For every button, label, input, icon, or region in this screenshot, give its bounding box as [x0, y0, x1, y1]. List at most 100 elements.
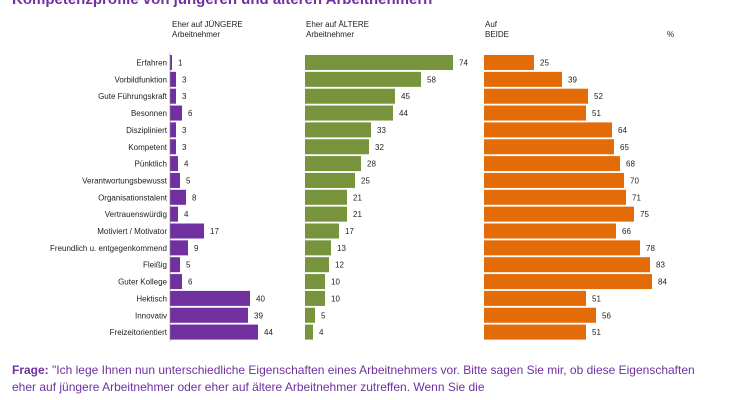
bar-series2-hektisch	[305, 290, 325, 306]
value-label-series2-hektisch: 10	[331, 294, 340, 303]
value-label-series3-diszipliniert: 64	[618, 126, 627, 135]
category-label-besonnen: Besonnen	[131, 109, 167, 118]
category-label-verantwortungsbewusst: Verantwortungsbewusst	[82, 176, 168, 185]
value-label-series1-pünktlich: 4	[184, 160, 189, 169]
bar-series2-fleißig	[305, 257, 329, 273]
bar-series1-pünktlich	[170, 156, 178, 172]
header-both: Auf BEIDE	[485, 20, 510, 39]
bar-series3-freundlich-u-entgegenkommend	[484, 240, 640, 256]
category-label-guter-kollege: Guter Kollege	[118, 278, 167, 287]
value-label-series1-verantwortungsbewusst: 5	[186, 176, 191, 185]
bar-series1-erfahren	[170, 55, 172, 70]
bar-series1-organisationstalent	[170, 189, 186, 205]
category-label-organisationstalent: Organisationstalent	[98, 193, 168, 202]
value-label-series1-diszipliniert: 3	[182, 126, 187, 135]
value-label-series2-innovativ: 5	[321, 311, 326, 320]
value-label-series3-hektisch: 51	[592, 294, 601, 303]
category-label-erfahren: Erfahren	[136, 59, 167, 68]
footer-label: Frage:	[12, 363, 49, 377]
value-label-series1-motiviert-motivator: 17	[210, 227, 219, 236]
bar-series2-freundlich-u-entgegenkommend	[305, 240, 331, 256]
value-label-series3-organisationstalent: 71	[632, 193, 641, 202]
header-older: Eher auf ÄLTERE Arbeitnehmer	[306, 20, 369, 39]
bar-series3-organisationstalent	[484, 189, 626, 205]
value-label-series2-besonnen: 44	[399, 109, 408, 118]
value-label-series2-diszipliniert: 33	[377, 126, 386, 135]
value-label-series2-verantwortungsbewusst: 25	[361, 176, 370, 185]
bar-series1-vertrauenswürdig	[170, 206, 178, 222]
value-label-series3-freundlich-u-entgegenkommend: 78	[646, 244, 655, 253]
bar-series3-kompetent	[484, 139, 614, 155]
bar-series1-besonnen	[170, 105, 182, 121]
value-label-series3-freizeitorientiert: 51	[592, 328, 601, 337]
category-label-vertrauenswürdig: Vertrauenswürdig	[105, 210, 167, 219]
bar-series2-diszipliniert	[305, 122, 371, 138]
category-label-kompetent: Kompetent	[128, 143, 167, 152]
category-label-freizeitorientiert: Freizeitorientiert	[110, 328, 168, 337]
category-label-diszipliniert: Diszipliniert	[126, 126, 168, 135]
value-label-series2-vorbildfunktion: 58	[427, 75, 436, 84]
value-label-series1-erfahren: 1	[178, 59, 183, 68]
bar-series1-freizeitorientiert	[170, 324, 258, 340]
value-label-series2-freundlich-u-entgegenkommend: 13	[337, 244, 346, 253]
bar-series2-besonnen	[305, 105, 393, 121]
question-footer: Frage: "Ich lege Ihnen nun unterschiedli…	[12, 362, 712, 396]
category-label-gute-führungskraft: Gute Führungskraft	[98, 92, 168, 101]
bar-series2-pünktlich	[305, 156, 361, 172]
value-label-series2-kompetent: 32	[375, 143, 384, 152]
value-label-series2-gute-führungskraft: 45	[401, 92, 410, 101]
category-label-innovativ: Innovativ	[135, 311, 167, 320]
value-label-series2-fleißig: 12	[335, 261, 344, 270]
bar-series2-kompetent	[305, 139, 369, 155]
bar-series1-gute-führungskraft	[170, 88, 176, 104]
bar-series2-gute-führungskraft	[305, 88, 395, 104]
value-label-series1-hektisch: 40	[256, 294, 265, 303]
bar-series1-guter-kollege	[170, 274, 182, 290]
bar-series2-motiviert-motivator	[305, 223, 339, 239]
bar-series2-vertrauenswürdig	[305, 206, 347, 222]
value-label-series1-kompetent: 3	[182, 143, 187, 152]
bar-series1-verantwortungsbewusst	[170, 172, 180, 188]
bar-series3-besonnen	[484, 105, 586, 121]
value-label-series2-erfahren: 74	[459, 59, 468, 68]
bar-series2-freizeitorientiert	[305, 324, 313, 340]
value-label-series2-motiviert-motivator: 17	[345, 227, 354, 236]
value-label-series3-pünktlich: 68	[626, 160, 635, 169]
bar-series1-fleißig	[170, 257, 180, 273]
value-label-series3-kompetent: 65	[620, 143, 629, 152]
bar-series3-innovativ	[484, 307, 596, 323]
value-label-series2-pünktlich: 28	[367, 160, 376, 169]
value-label-series3-innovativ: 56	[602, 311, 611, 320]
bar-series3-vorbildfunktion	[484, 71, 562, 87]
bar-series3-motiviert-motivator	[484, 223, 616, 239]
bar-series2-guter-kollege	[305, 274, 325, 290]
category-label-vorbildfunktion: Vorbildfunktion	[115, 75, 167, 84]
bar-series3-erfahren	[484, 55, 534, 70]
category-label-freundlich-u-entgegenkommend: Freundlich u. entgegenkommend	[50, 244, 167, 253]
bar-series2-verantwortungsbewusst	[305, 172, 355, 188]
value-label-series3-vorbildfunktion: 39	[568, 75, 577, 84]
bar-series1-diszipliniert	[170, 122, 176, 138]
value-label-series3-fleißig: 83	[656, 261, 665, 270]
bar-series1-freundlich-u-entgegenkommend	[170, 240, 188, 256]
value-label-series1-fleißig: 5	[186, 261, 191, 270]
bar-series1-vorbildfunktion	[170, 71, 176, 87]
bar-series3-gute-führungskraft	[484, 88, 588, 104]
value-label-series3-gute-führungskraft: 52	[594, 92, 603, 101]
category-label-motiviert-motivator: Motiviert / Motivator	[97, 227, 167, 236]
bar-series3-vertrauenswürdig	[484, 206, 634, 222]
value-label-series1-gute-führungskraft: 3	[182, 92, 187, 101]
value-label-series3-guter-kollege: 84	[658, 278, 667, 287]
bar-series3-diszipliniert	[484, 122, 612, 138]
bar-series2-vorbildfunktion	[305, 71, 421, 87]
chart-title: Kompetenzprofile von jüngeren und ältere…	[12, 0, 432, 8]
bar-series3-hektisch	[484, 290, 586, 306]
bar-series2-innovativ	[305, 307, 315, 323]
value-label-series2-guter-kollege: 10	[331, 278, 340, 287]
value-label-series1-innovativ: 39	[254, 311, 263, 320]
value-label-series1-organisationstalent: 8	[192, 193, 197, 202]
value-label-series3-motiviert-motivator: 66	[622, 227, 631, 236]
bar-series3-pünktlich	[484, 156, 620, 172]
